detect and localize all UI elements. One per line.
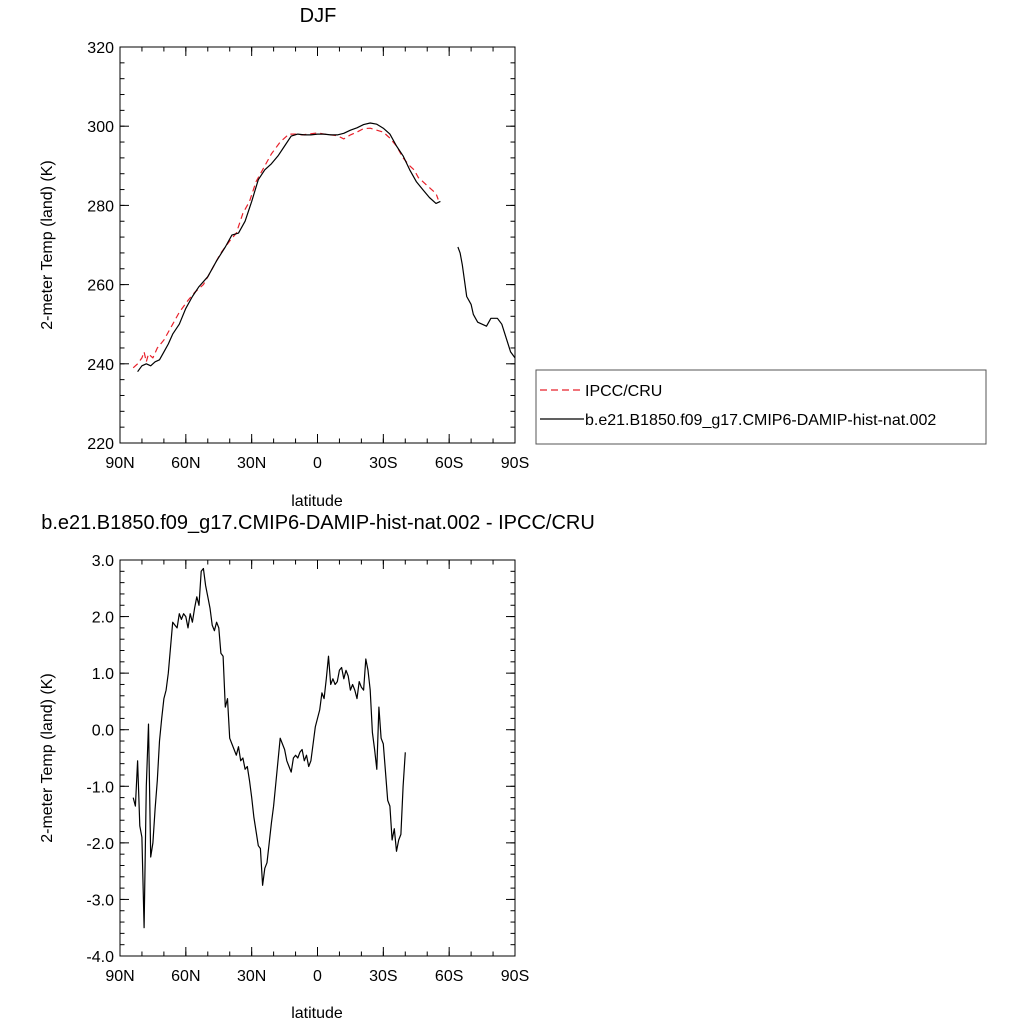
top-chart-frame [119,46,516,444]
top-x-tick-label: 90N [105,455,134,472]
bottom-x-tick-label: 0 [313,968,322,985]
top-x-tick-label: 30S [369,455,397,472]
bottom-x-tick-label: 90S [501,968,529,985]
legend-label-model: b.e21.B1850.f09_g17.CMIP6-DAMIP-hist-nat… [585,412,936,429]
bottom-chart-frame [119,559,516,957]
top-y-tick-label: 240 [87,357,114,374]
top-chart-series [132,122,516,373]
top-series-0-line-0 [132,127,439,369]
top-chart-panel: DJF 90N 60N 30N 0 30S 60S 90S 220 240 260 280 300 3… [39,5,529,510]
bottom-y-tick-label: -2.0 [86,836,114,853]
top-y-tick-label: 260 [87,278,114,295]
top-chart-xlabel: latitude [291,493,343,510]
top-chart-y-tick-labels: 220 240 260 280 300 320 [87,40,114,453]
top-x-tick-label: 90S [501,455,529,472]
bottom-y-tick-label: -1.0 [86,779,114,796]
legend-label-cru: IPCC/CRU [585,383,662,400]
bottom-x-tick-label: 90N [105,968,134,985]
bottom-series-0-line-0 [132,567,406,929]
bottom-y-tick-label: -3.0 [86,892,114,909]
top-y-tick-label: 300 [87,119,114,136]
bottom-x-tick-label: 30N [237,968,266,985]
bottom-y-tick-label: -4.0 [86,949,114,966]
bottom-chart-title: b.e21.B1850.f09_g17.CMIP6-DAMIP-hist-nat… [41,512,595,534]
bottom-x-tick-label: 60S [435,968,463,985]
bottom-y-tick-label: 3.0 [92,553,114,570]
bottom-chart-panel: b.e21.B1850.f09_g17.CMIP6-DAMIP-hist-nat… [39,512,595,1022]
bottom-x-tick-label: 60N [171,968,200,985]
top-series-1-line-1 [457,246,516,359]
bottom-chart-ticks [119,559,516,957]
bottom-y-tick-label: 2.0 [92,610,114,627]
top-x-tick-label: 60N [171,455,200,472]
top-x-tick-label: 60S [435,455,463,472]
top-y-tick-label: 280 [87,198,114,215]
top-series-1-line-0 [137,122,441,373]
bottom-chart-series [132,567,406,929]
top-chart-title: DJF [300,5,337,27]
legend-box [535,369,987,445]
top-chart-legend: IPCC/CRU b.e21.B1850.f09_g17.CMIP6-DAMIP… [535,369,987,445]
top-chart-x-tick-labels: 90N 60N 30N 0 30S 60S 90S [105,455,529,472]
bottom-x-tick-label: 30S [369,968,397,985]
top-x-tick-label: 30N [237,455,266,472]
top-y-tick-label: 220 [87,436,114,453]
top-x-tick-label: 0 [313,455,322,472]
bottom-y-tick-label: 1.0 [92,666,114,683]
top-y-tick-label: 320 [87,40,114,57]
top-chart-ylabel: 2-meter Temp (land) (K) [39,160,56,330]
bottom-chart-y-tick-labels: -4.0 -3.0 -2.0 -1.0 0.0 1.0 2.0 3.0 [86,553,114,966]
bottom-chart-xlabel: latitude [291,1005,343,1022]
bottom-chart-ylabel: 2-meter Temp (land) (K) [39,673,56,843]
top-chart-ticks [119,46,516,444]
bottom-chart-x-tick-labels: 90N 60N 30N 0 30S 60S 90S [105,968,529,985]
bottom-y-tick-label: 0.0 [92,723,114,740]
